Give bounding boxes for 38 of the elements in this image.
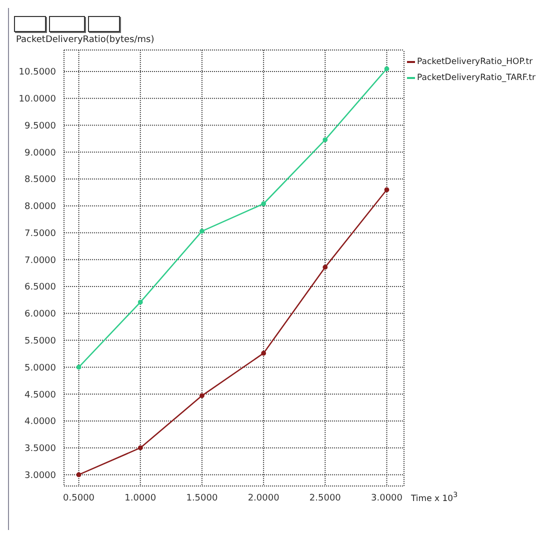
point (384, 66, 390, 72)
y-tick-label: 6.5000 (24, 282, 56, 293)
y-tick-label: 3.5000 (24, 444, 56, 454)
y-tick-label: 5.5000 (24, 336, 56, 347)
y-tick-label: 3.0000 (24, 470, 56, 481)
point (76, 364, 82, 370)
point (138, 445, 143, 450)
point (384, 187, 390, 192)
y-axis-title: PacketDeliveryRatio(bytes/ms) (16, 35, 154, 45)
point (76, 472, 82, 478)
point (138, 300, 143, 305)
y-tick-label: 9.5000 (24, 121, 56, 132)
point (322, 137, 328, 142)
x-tick-label: 1.0000 (124, 493, 156, 504)
y-tick-label: 5.0000 (24, 363, 56, 374)
y-tick-label: 7.0000 (24, 256, 56, 266)
y-tick-label: 8.5000 (24, 175, 56, 186)
x-axis-title: Time x 10$^{3}$ (411, 490, 458, 504)
point (322, 264, 328, 270)
x-tick-label: 1.5000 (186, 493, 218, 504)
point (261, 201, 266, 206)
y-tick-label: 7.5000 (24, 228, 56, 239)
x-tick-label: 3.0000 (371, 493, 403, 504)
legend-label: PacketDeliveryRatio_TARF.tr (417, 73, 536, 83)
x-tick-label: 2.0000 (248, 493, 280, 504)
y-tick-label: 10.0000 (18, 94, 56, 105)
y-tick-label: 8.0000 (24, 202, 56, 212)
x-tick-label: 2.5000 (309, 493, 342, 504)
y-tick-label: 4.5000 (24, 390, 56, 400)
y-tick-label: 4.0000 (24, 417, 56, 428)
point (261, 350, 266, 356)
y-tick-label: 6.0000 (24, 310, 56, 320)
y-tick-label: 9.0000 (24, 148, 56, 158)
x-tick-label: 0.5000 (63, 493, 95, 504)
y-tick-label: 10.5000 (18, 68, 56, 78)
point (200, 228, 204, 234)
legend-label: PacketDeliveryRatio_HOP.tr (417, 57, 533, 67)
point (200, 393, 204, 398)
